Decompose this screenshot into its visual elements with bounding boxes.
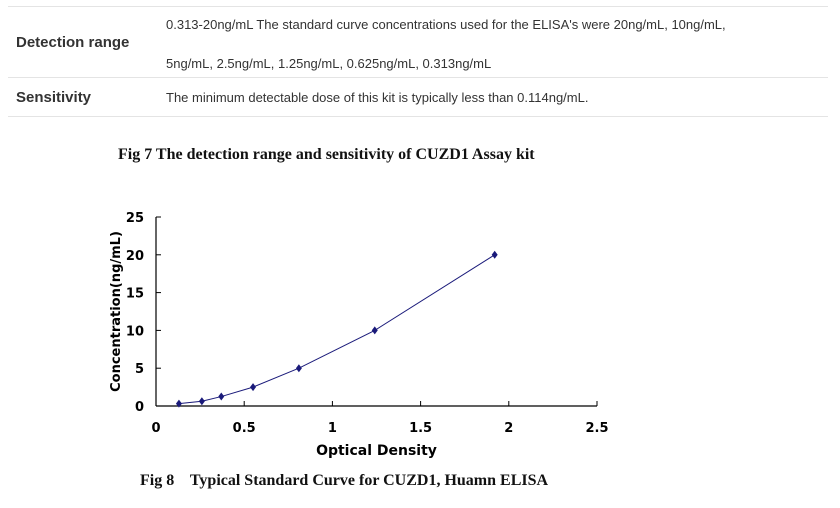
x-tick-label: 2 — [504, 421, 513, 436]
y-tick-label: 15 — [126, 287, 144, 302]
row-value-line: 5ng/mL, 2.5ng/mL, 1.25ng/mL, 0.625ng/mL,… — [166, 56, 492, 71]
y-tick-label: 25 — [126, 211, 144, 226]
series-line — [178, 254, 495, 405]
fig8-caption: Fig 8 Typical Standard Curve for CUZD1, … — [140, 472, 549, 489]
data-point — [250, 383, 257, 392]
x-tick-label: 1 — [328, 421, 337, 436]
data-point — [175, 399, 182, 408]
fig7-caption: Fig 7 The detection range and sensitivit… — [118, 146, 535, 163]
x-tick-label: 1.5 — [409, 421, 432, 436]
row-value: The minimum detectable dose of this kit … — [166, 89, 589, 105]
row-value: 0.313-20ng/mL The standard curve concent… — [166, 7, 828, 77]
row-label: Sensitivity — [16, 88, 92, 106]
row-value-line: 0.313-20ng/mL The standard curve concent… — [166, 17, 726, 32]
y-axis-label: Concentration(ng/mL) — [109, 231, 124, 392]
table-row-sensitivity: Sensitivity The minimum detectable dose … — [8, 78, 828, 117]
spec-table: Detection range 0.313-20ng/mL The standa… — [8, 6, 828, 117]
x-tick-label: 2.5 — [585, 421, 608, 436]
x-axis-label: Optical Density — [316, 443, 437, 459]
data-point — [491, 250, 498, 259]
data-point — [371, 326, 378, 335]
y-tick-label: 5 — [135, 362, 144, 377]
data-point — [198, 397, 205, 406]
row-label: Detection range — [16, 33, 130, 51]
y-tick-label: 10 — [126, 324, 144, 339]
y-tick-label: 20 — [126, 249, 144, 264]
table-row-detection-range: Detection range 0.313-20ng/mL The standa… — [8, 6, 828, 78]
data-point — [218, 392, 225, 401]
y-tick-label: 0 — [135, 400, 144, 415]
x-tick-label: 0.5 — [233, 421, 256, 436]
data-point — [295, 364, 302, 373]
x-tick-label: 0 — [151, 421, 160, 436]
